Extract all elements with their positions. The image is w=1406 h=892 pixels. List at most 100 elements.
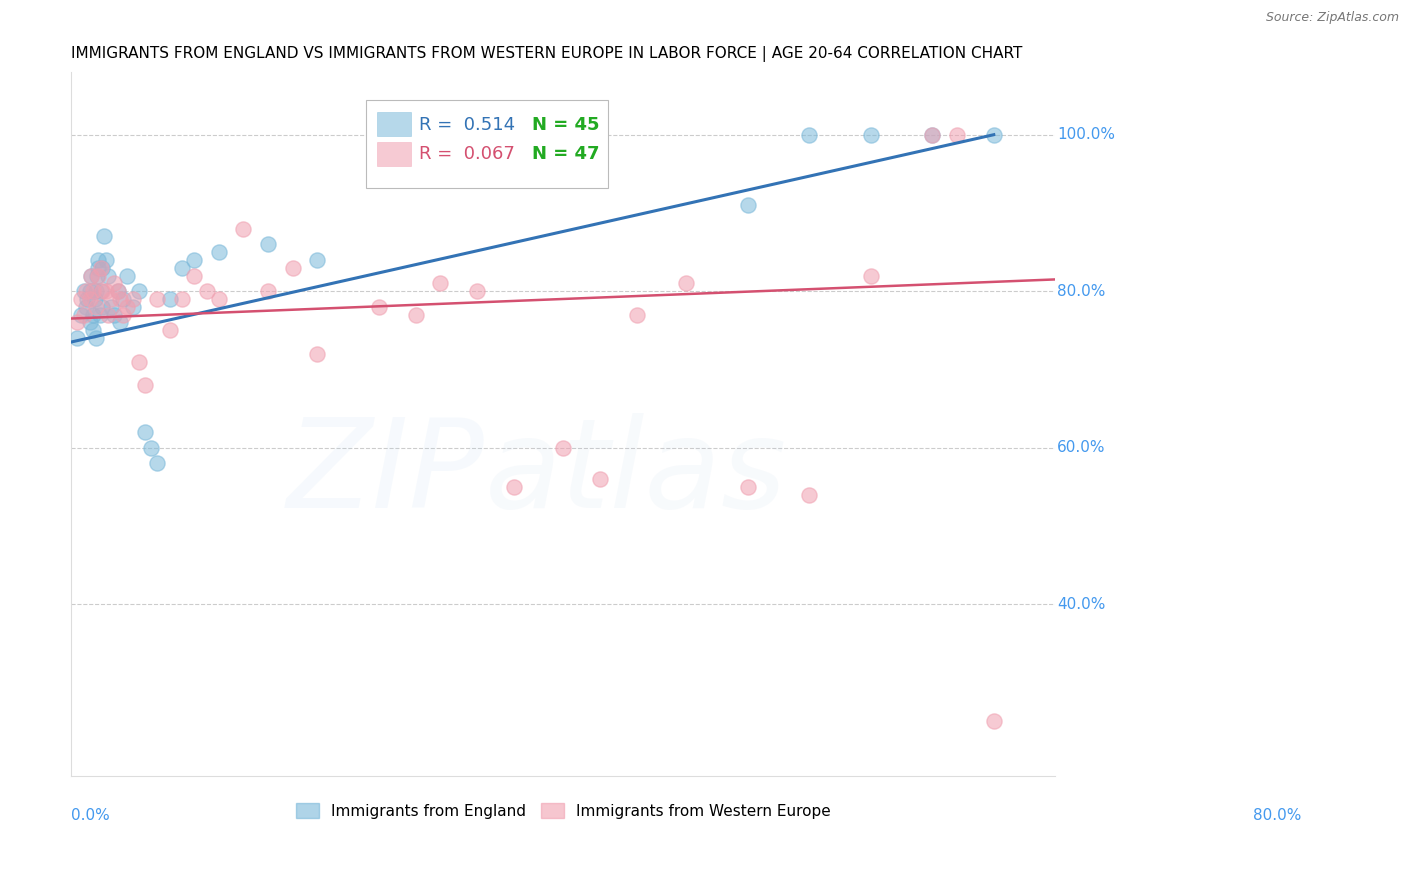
Point: [103, 277, 125, 291]
Point: [66, 315, 89, 329]
Point: [946, 128, 969, 142]
Point: [799, 487, 821, 501]
Point: [170, 260, 193, 275]
Point: [111, 308, 134, 322]
Point: [183, 252, 205, 267]
Text: Source: ZipAtlas.com: Source: ZipAtlas.com: [1265, 11, 1399, 24]
Point: [307, 347, 329, 361]
Point: [72, 284, 94, 298]
Point: [66, 331, 89, 345]
Point: [84, 284, 107, 298]
Point: [75, 284, 97, 298]
Text: 80.0%: 80.0%: [1253, 808, 1302, 822]
Point: [589, 472, 612, 486]
Point: [983, 714, 1005, 729]
Point: [107, 284, 129, 298]
Point: [82, 323, 104, 337]
Point: [80, 268, 103, 283]
Text: N = 47: N = 47: [531, 145, 599, 163]
Point: [82, 284, 104, 298]
Point: [110, 315, 132, 329]
Text: 40.0%: 40.0%: [1057, 597, 1105, 612]
Point: [94, 252, 117, 267]
Point: [89, 308, 111, 322]
Point: [87, 252, 110, 267]
Point: [111, 292, 134, 306]
FancyBboxPatch shape: [377, 142, 411, 166]
Text: 80.0%: 80.0%: [1057, 284, 1105, 299]
Point: [84, 300, 107, 314]
Point: [257, 284, 280, 298]
Point: [121, 300, 143, 314]
Point: [737, 480, 759, 494]
Point: [146, 292, 169, 306]
Point: [84, 331, 107, 345]
Point: [983, 128, 1005, 142]
Point: [97, 268, 120, 283]
Point: [94, 284, 117, 298]
Point: [93, 229, 115, 244]
Point: [79, 284, 101, 298]
Text: R =  0.067: R = 0.067: [419, 145, 515, 163]
Point: [141, 441, 163, 455]
Point: [208, 245, 231, 260]
Point: [121, 292, 143, 306]
Point: [115, 300, 138, 314]
Point: [70, 308, 93, 322]
Point: [183, 268, 205, 283]
Point: [307, 252, 329, 267]
Point: [110, 292, 132, 306]
Point: [159, 323, 181, 337]
Point: [72, 308, 94, 322]
Point: [107, 284, 129, 298]
Text: 0.0%: 0.0%: [72, 808, 110, 822]
Point: [97, 308, 120, 322]
Point: [83, 292, 105, 306]
Point: [170, 292, 193, 306]
Point: [91, 284, 114, 298]
Point: [75, 300, 97, 314]
Point: [134, 425, 156, 439]
Point: [86, 268, 108, 283]
Point: [159, 292, 181, 306]
Text: 100.0%: 100.0%: [1057, 128, 1115, 142]
FancyBboxPatch shape: [377, 112, 411, 136]
Text: atlas: atlas: [485, 413, 787, 534]
Point: [429, 277, 451, 291]
Point: [465, 284, 488, 298]
Point: [100, 292, 122, 306]
Point: [91, 300, 114, 314]
Point: [675, 277, 697, 291]
Point: [195, 284, 218, 298]
Point: [134, 378, 156, 392]
Text: N = 45: N = 45: [531, 116, 599, 134]
Point: [128, 284, 150, 298]
Point: [859, 128, 882, 142]
Point: [921, 128, 943, 142]
Point: [76, 292, 98, 306]
Text: R =  0.514: R = 0.514: [419, 116, 515, 134]
Point: [100, 300, 122, 314]
FancyBboxPatch shape: [367, 100, 607, 188]
Point: [80, 268, 103, 283]
Text: IMMIGRANTS FROM ENGLAND VS IMMIGRANTS FROM WESTERN EUROPE IN LABOR FORCE | AGE 2: IMMIGRANTS FROM ENGLAND VS IMMIGRANTS FR…: [72, 46, 1022, 62]
Point: [79, 292, 101, 306]
Point: [921, 128, 943, 142]
Point: [737, 198, 759, 212]
Point: [799, 128, 821, 142]
Point: [626, 308, 648, 322]
Point: [257, 237, 280, 252]
Legend: Immigrants from England, Immigrants from Western Europe: Immigrants from England, Immigrants from…: [290, 797, 837, 825]
Point: [859, 268, 882, 283]
Point: [79, 315, 101, 329]
Point: [503, 480, 526, 494]
Point: [90, 284, 112, 298]
Text: ZIP: ZIP: [287, 413, 485, 534]
Point: [146, 456, 169, 470]
Point: [87, 268, 110, 283]
Point: [90, 260, 112, 275]
Point: [103, 308, 125, 322]
Text: 60.0%: 60.0%: [1057, 440, 1105, 455]
Point: [82, 308, 104, 322]
Point: [208, 292, 231, 306]
